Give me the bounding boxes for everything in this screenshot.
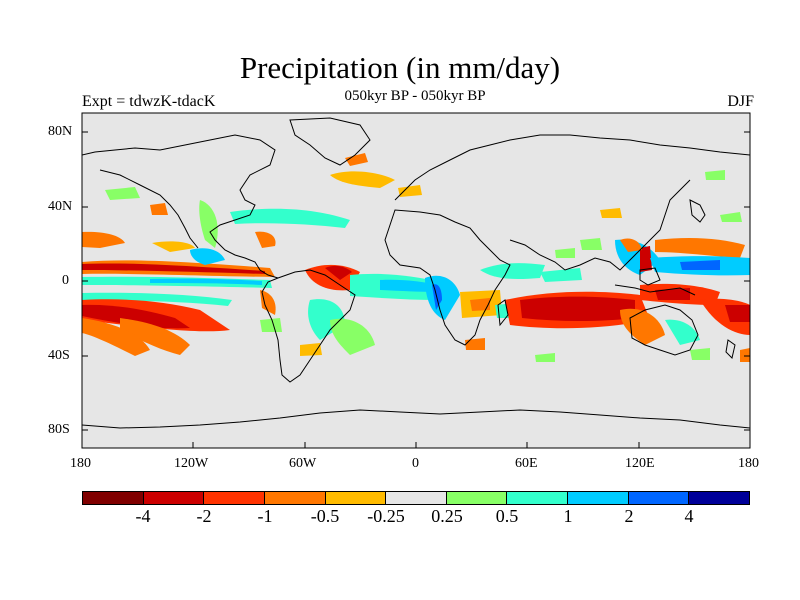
anomaly-patch (300, 343, 322, 356)
colorbar-label: -1 (257, 506, 273, 526)
anomaly-patch (105, 187, 140, 200)
colorbar-swatch (446, 492, 508, 504)
lat-label: 40S (48, 348, 70, 363)
colorbar-label: -0.5 (310, 506, 340, 526)
anomaly-patch (655, 288, 690, 300)
anomaly-fields (82, 153, 750, 362)
coastline-australia (629, 304, 699, 356)
coastline-north-america (82, 134, 279, 279)
lon-label: 180 (70, 456, 91, 471)
colorbar-label: 4 (684, 506, 694, 526)
lat-label: 80N (48, 124, 73, 139)
anomaly-patch (150, 278, 262, 285)
anomaly-patch (330, 318, 375, 355)
anomaly-patch (325, 265, 352, 280)
anomaly-patch (620, 238, 642, 252)
anomaly-patch (465, 338, 485, 350)
colorbar-swatch (507, 492, 569, 504)
anomaly-patch (540, 268, 582, 282)
lon-label: 120W (174, 456, 209, 471)
anomaly-patch (152, 241, 195, 252)
colorbar (82, 491, 750, 505)
anomaly-patch (705, 170, 725, 180)
colorbar-label: 0.5 (495, 506, 519, 526)
anomaly-patch (470, 298, 490, 311)
colorbar-swatch (386, 492, 447, 504)
lon-label: 60W (289, 456, 317, 471)
coastline-asia-south (509, 179, 691, 271)
colorbar-swatch (264, 492, 326, 504)
anomaly-patch (345, 153, 368, 166)
anomaly-patch (665, 319, 700, 345)
anomaly-patch (535, 353, 555, 362)
anomaly-patch (690, 348, 710, 360)
colorbar-label: 0.25 (431, 506, 463, 526)
colorbar-swatch (204, 492, 265, 504)
anomaly-patch (82, 231, 125, 248)
coastline-europe (394, 134, 750, 201)
anomaly-patch (480, 263, 545, 280)
anomaly-patch (120, 318, 190, 355)
anomaly-patch (82, 263, 265, 274)
coastline-north-america-west (99, 169, 199, 249)
coastline-madagascar (497, 299, 509, 327)
anomaly-patch (199, 200, 218, 248)
colorbar-swatch (143, 492, 205, 504)
map-title: Precipitation (in mm/day) (239, 50, 561, 85)
coastline-south-america (261, 269, 356, 383)
lat-label: 80S (48, 422, 70, 437)
colorbar-label: 1 (563, 506, 573, 526)
season-label: DJF (727, 93, 754, 110)
anomaly-patch (640, 246, 652, 272)
colorbar-swatch (628, 492, 690, 504)
experiment-label: Expt = tdwzK-tdacK (82, 93, 216, 110)
anomaly-patch (330, 171, 395, 188)
colorbar-label: 2 (624, 506, 634, 526)
anomaly-patch (150, 203, 168, 215)
coastline-africa (384, 209, 511, 346)
anomaly-patch (680, 260, 720, 270)
coastline-greenland (289, 117, 371, 166)
anomaly-patch (720, 212, 742, 222)
colorbar-swatch (325, 492, 387, 504)
anomaly-patch (380, 279, 438, 292)
coastline-indonesia (614, 284, 696, 296)
lat-label: 0 (62, 273, 69, 288)
anomaly-patch (82, 292, 232, 306)
period-label: 050kyr BP - 050kyr BP (344, 88, 486, 104)
colorbar-label: -0.25 (367, 506, 405, 526)
colorbar-swatch (568, 492, 629, 504)
anomaly-patch (655, 237, 745, 258)
coastline-japan (689, 199, 706, 223)
coastline-borneo (639, 267, 661, 286)
anomaly-patch (260, 318, 282, 332)
colorbar-swatch (83, 492, 144, 504)
anomaly-patch (190, 248, 225, 265)
anomaly-patch (260, 290, 276, 315)
anomaly-patch (230, 208, 350, 228)
axis-ticks (82, 131, 750, 448)
coastline-antarctica (82, 409, 750, 429)
colorbar-label: -2 (196, 506, 212, 526)
anomaly-patch (82, 318, 150, 356)
anomaly-patch (255, 231, 276, 248)
lat-label: 40N (48, 199, 73, 214)
anomaly-patch (600, 208, 622, 218)
lon-label: 180 (738, 456, 759, 471)
anomaly-patch (555, 248, 575, 258)
colorbar-label: -4 (135, 506, 151, 526)
anomaly-patch (520, 296, 635, 321)
coastline-new-zealand (725, 339, 736, 359)
lon-label: 60E (515, 456, 538, 471)
anomaly-patch (740, 348, 750, 362)
anomaly-patch (725, 305, 750, 322)
lon-label: 120E (625, 456, 655, 471)
lon-label: 0 (412, 456, 419, 471)
coastlines (82, 117, 750, 429)
anomaly-patch (82, 304, 190, 329)
anomaly-patch (580, 238, 602, 250)
anomaly-patch (398, 185, 422, 197)
colorbar-swatch (689, 492, 750, 504)
